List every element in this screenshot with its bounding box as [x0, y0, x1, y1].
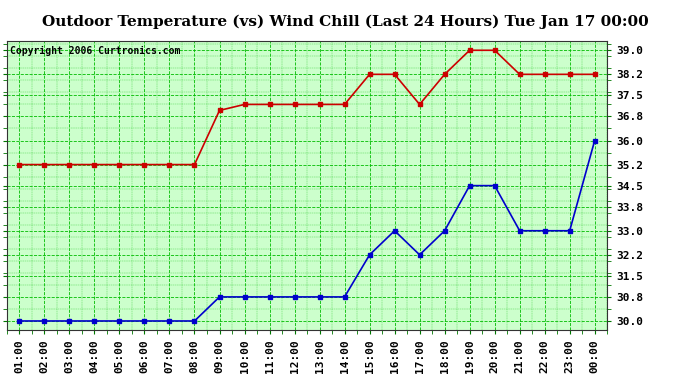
Text: Copyright 2006 Curtronics.com: Copyright 2006 Curtronics.com: [10, 46, 180, 56]
Text: Outdoor Temperature (vs) Wind Chill (Last 24 Hours) Tue Jan 17 00:00: Outdoor Temperature (vs) Wind Chill (Las…: [41, 15, 649, 29]
